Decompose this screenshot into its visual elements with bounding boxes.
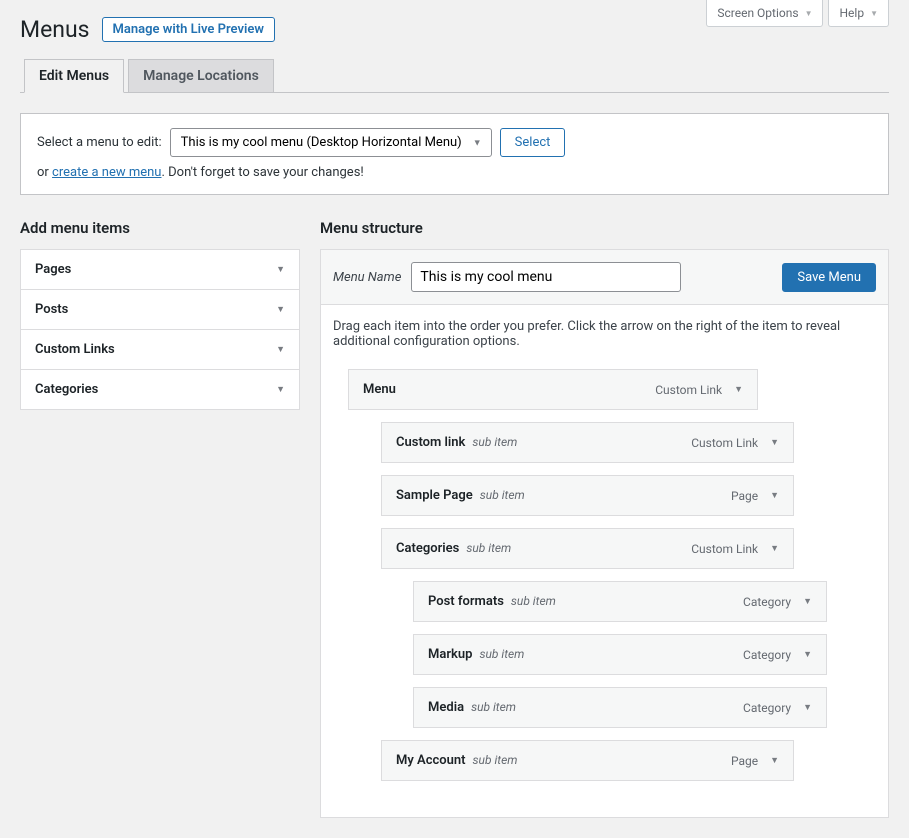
- accordion-label: Pages: [35, 262, 71, 277]
- help-button[interactable]: Help ▼: [828, 0, 889, 27]
- caret-down-icon[interactable]: ▼: [770, 755, 779, 766]
- sub-item-label: sub item: [473, 753, 518, 767]
- tab-edit-menus[interactable]: Edit Menus: [24, 59, 124, 93]
- menu-item-type: Custom Link: [691, 436, 758, 450]
- menu-item[interactable]: My Account sub item Page ▼: [381, 740, 794, 781]
- sub-item-label: sub item: [511, 594, 556, 608]
- caret-down-icon: ▼: [276, 304, 285, 315]
- menu-item-title: Markup: [428, 647, 472, 662]
- caret-down-icon[interactable]: ▼: [803, 702, 812, 713]
- accordion: Pages ▼ Posts ▼ Custom Links ▼ Categories ▼: [20, 249, 300, 410]
- menu-item[interactable]: Media sub item Category ▼: [413, 687, 827, 728]
- sub-item-label: sub item: [471, 700, 516, 714]
- add-menu-items-title: Add menu items: [20, 219, 300, 237]
- page-title: Menus: [20, 16, 90, 43]
- menu-item-type: Category: [743, 648, 791, 662]
- menu-item-type: Custom Link: [691, 542, 758, 556]
- create-menu-link[interactable]: create a new menu: [52, 165, 161, 180]
- screen-options-button[interactable]: Screen Options ▼: [706, 0, 823, 27]
- accordion-item-pages[interactable]: Pages ▼: [21, 250, 299, 290]
- menu-structure-title: Menu structure: [320, 219, 889, 237]
- or-text: or: [37, 165, 52, 180]
- menu-item-title: Menu: [363, 382, 396, 397]
- caret-down-icon: ▼: [276, 344, 285, 355]
- sub-item-label: sub item: [472, 435, 517, 449]
- accordion-label: Posts: [35, 302, 68, 317]
- sub-item-label: sub item: [480, 488, 525, 502]
- menu-item[interactable]: Sample Page sub item Page ▼: [381, 475, 794, 516]
- accordion-item-categories[interactable]: Categories ▼: [21, 370, 299, 409]
- sub-item-label: sub item: [479, 647, 524, 661]
- select-button[interactable]: Select: [500, 128, 566, 157]
- help-label: Help: [839, 6, 864, 20]
- caret-down-icon[interactable]: ▼: [803, 649, 812, 660]
- menu-items-list: Menu Custom Link ▼ Custom link sub item …: [333, 369, 876, 781]
- save-menu-button[interactable]: Save Menu: [782, 263, 876, 292]
- menu-item-title: Media: [428, 700, 464, 715]
- menu-item[interactable]: Custom link sub item Custom Link ▼: [381, 422, 794, 463]
- menu-item-title: Sample Page: [396, 488, 473, 503]
- tab-manage-locations[interactable]: Manage Locations: [128, 59, 274, 92]
- create-remainder: . Don't forget to save your changes!: [161, 165, 363, 180]
- caret-down-icon: ▼: [276, 384, 285, 395]
- menu-item[interactable]: Markup sub item Category ▼: [413, 634, 827, 675]
- caret-down-icon[interactable]: ▼: [770, 437, 779, 448]
- menu-selector-panel: Select a menu to edit: This is my cool m…: [20, 113, 889, 195]
- menu-item[interactable]: Menu Custom Link ▼: [348, 369, 758, 410]
- menu-item-title: Custom link: [396, 435, 465, 450]
- menu-item-type: Category: [743, 701, 791, 715]
- menu-item-type: Page: [731, 754, 758, 768]
- caret-down-icon: ▼: [870, 9, 878, 18]
- menu-item[interactable]: Post formats sub item Category ▼: [413, 581, 827, 622]
- sub-item-label: sub item: [466, 541, 511, 555]
- menu-select[interactable]: This is my cool menu (Desktop Horizontal…: [170, 128, 492, 157]
- menu-item-title: My Account: [396, 753, 466, 768]
- caret-down-icon[interactable]: ▼: [803, 596, 812, 607]
- accordion-item-posts[interactable]: Posts ▼: [21, 290, 299, 330]
- menu-item-title: Categories: [396, 541, 459, 556]
- caret-down-icon[interactable]: ▼: [770, 490, 779, 501]
- menu-item[interactable]: Categories sub item Custom Link ▼: [381, 528, 794, 569]
- menu-name-label: Menu Name: [333, 270, 401, 285]
- menu-select-label: Select a menu to edit:: [37, 135, 162, 150]
- caret-down-icon: ▼: [805, 9, 813, 18]
- caret-down-icon: ▼: [276, 264, 285, 275]
- accordion-label: Custom Links: [35, 342, 115, 357]
- menu-name-input[interactable]: [411, 262, 681, 292]
- menu-item-type: Category: [743, 595, 791, 609]
- menu-item-type: Custom Link: [655, 383, 722, 397]
- live-preview-button[interactable]: Manage with Live Preview: [102, 17, 275, 42]
- instructions-text: Drag each item into the order you prefer…: [333, 319, 876, 349]
- menu-item-type: Page: [731, 489, 758, 503]
- caret-down-icon[interactable]: ▼: [770, 543, 779, 554]
- menu-item-title: Post formats: [428, 594, 504, 609]
- tab-wrapper: Edit Menus Manage Locations: [20, 59, 889, 93]
- caret-down-icon[interactable]: ▼: [734, 384, 743, 395]
- accordion-label: Categories: [35, 382, 98, 397]
- screen-options-label: Screen Options: [717, 6, 798, 20]
- accordion-item-custom-links[interactable]: Custom Links ▼: [21, 330, 299, 370]
